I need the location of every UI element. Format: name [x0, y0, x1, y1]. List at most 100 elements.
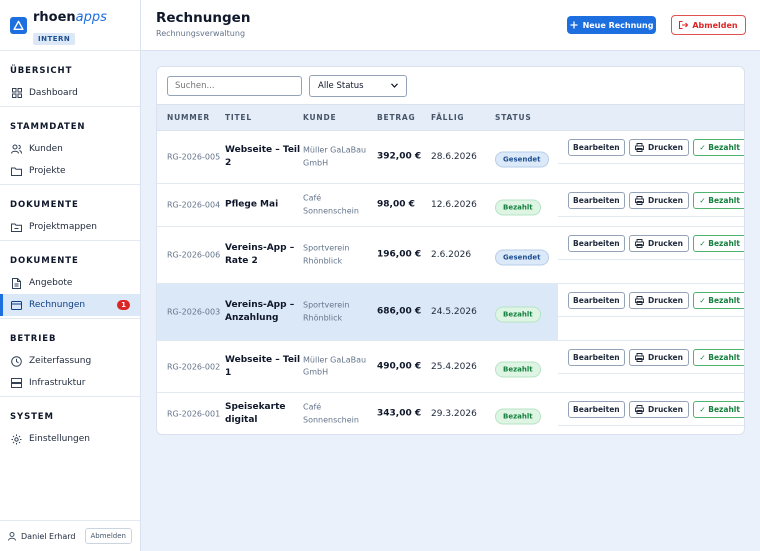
- sidebar-item-label: Rechnungen: [29, 300, 86, 310]
- invoice-due-date: 12.6.2026: [431, 200, 477, 210]
- sidebar-footer: Daniel Erhard Abmelden: [0, 520, 140, 551]
- nav-section-system: SYSTEM Einstellungen: [0, 397, 140, 452]
- invoice-title: Vereins-App – Anzahlung: [225, 300, 295, 323]
- sidebar-item-label: Angebote: [29, 278, 73, 288]
- rechnungen-count-badge: 1: [117, 300, 130, 310]
- print-button[interactable]: Drucken: [628, 191, 690, 209]
- table-row[interactable]: RG-2026-005 Webseite – Teil 2 Müller GaL…: [157, 131, 744, 184]
- mark-paid-button[interactable]: ✓ Bezahlt: [693, 348, 744, 366]
- table-header: NUMMER TITEL KUNDE BETRAG FÄLLIG STATUS: [157, 104, 744, 131]
- edit-button[interactable]: Bearbeiten: [568, 191, 625, 209]
- nav-section-title: BETRIEB: [10, 334, 57, 344]
- header-customer: KUNDE: [303, 113, 337, 122]
- status-select[interactable]: Alle Status: [309, 74, 407, 97]
- server-icon: [11, 378, 22, 389]
- mark-paid-button[interactable]: ✓ Bezahlt: [693, 138, 744, 156]
- sidebar-item-infrastruktur[interactable]: Infrastruktur: [0, 372, 140, 394]
- users-icon: [11, 144, 22, 155]
- sidebar-item-label: Dashboard: [29, 88, 78, 98]
- invoice-due-date: 28.6.2026: [431, 152, 477, 162]
- status-badge: Bezahlt: [495, 199, 541, 216]
- sidebar-item-projektmappen[interactable]: Projektmappen: [0, 216, 140, 238]
- clock-icon: [11, 355, 22, 367]
- sidebar-item-einstellungen[interactable]: Einstellungen: [0, 428, 140, 450]
- page-subtitle: Rechnungsverwaltung: [156, 29, 246, 38]
- printer-icon: [635, 295, 644, 305]
- invoice-number: RG-2026-004: [167, 200, 221, 210]
- print-button[interactable]: Drucken: [628, 234, 690, 252]
- print-button[interactable]: Drucken: [628, 400, 690, 418]
- status-badge: Gesendet: [495, 249, 549, 266]
- print-button[interactable]: Drucken: [628, 138, 690, 156]
- invoice-due-date: 2.6.2026: [431, 250, 472, 260]
- sidebar-item-rechnungen[interactable]: Rechnungen 1: [0, 294, 140, 316]
- table-row[interactable]: RG-2026-001 Speisekarte digital Café Son…: [157, 393, 744, 434]
- print-button[interactable]: Drucken: [628, 348, 690, 366]
- sidebar-item-label: Infrastruktur: [29, 378, 86, 388]
- edit-button[interactable]: Bearbeiten: [568, 348, 625, 366]
- search-input[interactable]: [167, 75, 302, 96]
- sidebar-item-label: Kunden: [29, 144, 63, 154]
- edit-button[interactable]: Bearbeiten: [568, 234, 625, 252]
- invoice-amount: 392,00 €: [377, 151, 422, 162]
- edit-button[interactable]: Bearbeiten: [568, 291, 625, 309]
- sidebar-item-projekte[interactable]: Projekte: [0, 160, 140, 182]
- mark-paid-button[interactable]: ✓ Bezahlt: [693, 234, 744, 252]
- invoices-card: Alle Status NUMMER TITEL KUNDE BETRAG FÄ…: [156, 66, 745, 435]
- header-number: NUMMER: [167, 113, 210, 122]
- mark-paid-button[interactable]: ✓ Bezahlt: [693, 291, 744, 309]
- row-actions: Bearbeiten Drucken ✓ Bezahlt: [558, 284, 744, 317]
- logo-icon: [10, 17, 27, 34]
- header-status: STATUS: [495, 113, 532, 122]
- table-row[interactable]: RG-2026-002 Webseite – Teil 1 Müller GaL…: [157, 341, 744, 393]
- logout-icon: [679, 21, 689, 29]
- sidebar-item-angebote[interactable]: Angebote: [0, 272, 140, 294]
- status-badge: Gesendet: [495, 151, 549, 168]
- invoice-title: Vereins-App – Rate 2: [225, 243, 295, 266]
- row-actions: Bearbeiten Drucken ✓ Bezahlt: [558, 131, 744, 164]
- nav-section-title: DOKUMENTE: [10, 200, 79, 210]
- logout-button[interactable]: Abmelden: [671, 15, 746, 35]
- table-row[interactable]: RG-2026-004 Pflege Mai Café Sonnenschein…: [157, 184, 744, 227]
- status-badge: Bezahlt: [495, 361, 541, 377]
- invoice-title: Speisekarte digital: [225, 402, 286, 425]
- new-invoice-button[interactable]: Neue Rechnung: [567, 16, 656, 34]
- printer-icon: [635, 238, 644, 248]
- table-row[interactable]: RG-2026-003 Vereins-App – Anzahlung Spor…: [157, 284, 744, 341]
- mark-paid-button[interactable]: ✓ Bezahlt: [693, 400, 744, 418]
- nav-section-dokumente-1: DOKUMENTE Projektmappen: [0, 185, 140, 241]
- invoice-title: Webseite – Teil 1: [225, 354, 301, 378]
- invoice-amount: 343,00 €: [377, 408, 422, 419]
- invoice-due-date: 29.3.2026: [431, 409, 477, 419]
- current-user: Daniel Erhard: [8, 531, 85, 541]
- sidebar-item-zeiterfassung[interactable]: Zeiterfassung: [0, 350, 140, 372]
- sidebar-logout-button[interactable]: Abmelden: [84, 528, 132, 544]
- filter-bar: Alle Status: [157, 67, 744, 104]
- nav-section-dokumente-2: DOKUMENTE Angebote Rechnungen 1: [0, 241, 140, 319]
- header-amount: BETRAG: [377, 113, 416, 122]
- table-row[interactable]: RG-2026-006 Vereins-App – Rate 2 Sportve…: [157, 227, 744, 284]
- mark-paid-button[interactable]: ✓ Bezahlt: [693, 191, 744, 209]
- sidebar-item-label: Projektmappen: [29, 222, 98, 232]
- chevron-down-icon: [391, 83, 398, 88]
- brand-name: rhoenapps: [33, 10, 107, 25]
- user-name: Daniel Erhard: [21, 531, 76, 541]
- print-button[interactable]: Drucken: [628, 291, 690, 309]
- folder-doc-icon: [11, 222, 22, 233]
- printer-icon: [635, 142, 644, 152]
- edit-button[interactable]: Bearbeiten: [568, 400, 625, 418]
- invoice-number: RG-2026-003: [167, 307, 221, 317]
- invoice-amount: 98,00 €: [377, 199, 415, 210]
- sidebar-item-dashboard[interactable]: Dashboard: [0, 82, 140, 104]
- invoice-number: RG-2026-005: [167, 152, 221, 162]
- nav-section-title: STAMMDATEN: [10, 122, 86, 132]
- invoice-customer: Café Sonnenschein: [303, 402, 359, 425]
- status-badge: Bezahlt: [495, 408, 541, 425]
- user-icon: [8, 531, 16, 541]
- invoice-number: RG-2026-006: [167, 250, 221, 260]
- sidebar-item-kunden[interactable]: Kunden: [0, 138, 140, 160]
- card-icon: [11, 300, 22, 311]
- row-actions: Bearbeiten Drucken ✓ Bezahlt: [558, 393, 744, 426]
- edit-button[interactable]: Bearbeiten: [568, 138, 625, 156]
- invoice-customer: Sportverein Rhönblick: [303, 243, 350, 266]
